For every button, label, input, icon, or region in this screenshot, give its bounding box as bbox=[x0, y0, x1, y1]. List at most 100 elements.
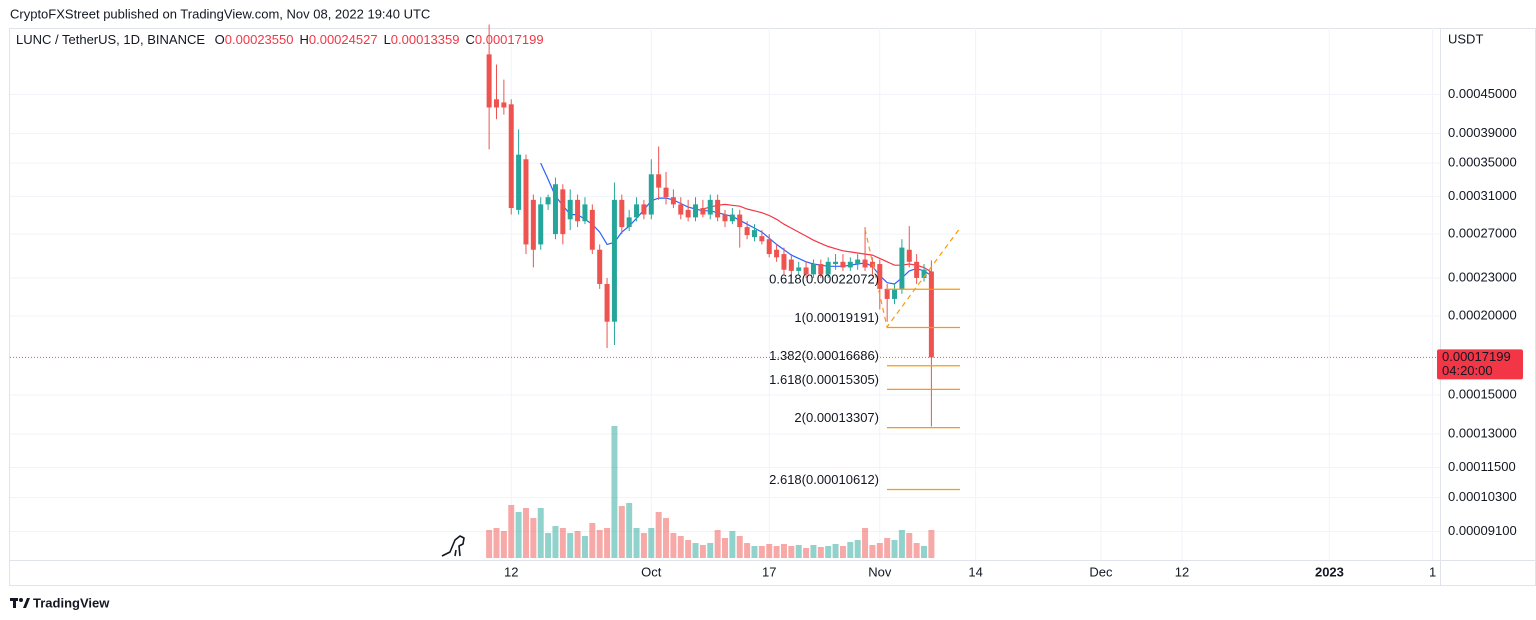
x-tick-label: 1 bbox=[1429, 564, 1436, 579]
x-tick-label: 12 bbox=[504, 564, 518, 579]
legend-key: C bbox=[465, 32, 474, 47]
candle-body bbox=[552, 184, 558, 235]
legend-key: L bbox=[384, 32, 391, 47]
candle-body bbox=[516, 154, 522, 210]
fib-level-label: 1(0.00019191) bbox=[794, 310, 879, 325]
footer-brand: TradingView bbox=[33, 595, 110, 610]
volume-bar bbox=[589, 523, 596, 558]
volume-bar bbox=[493, 528, 500, 558]
chart-frame bbox=[9, 28, 1536, 586]
candle-body bbox=[501, 102, 507, 108]
volume-bar bbox=[751, 546, 758, 558]
y-tick-label: 0.00013000 bbox=[1448, 425, 1517, 440]
volume-layer bbox=[486, 426, 935, 558]
volume-bar bbox=[795, 545, 802, 558]
candle-body bbox=[788, 259, 794, 271]
candle-body bbox=[538, 204, 544, 245]
volume-bar bbox=[854, 540, 861, 558]
candle-body bbox=[847, 261, 853, 268]
volume-bar bbox=[611, 426, 618, 558]
y-tick-label: 0.00023000 bbox=[1448, 269, 1517, 284]
fib-level-label: 0.618(0.00022072) bbox=[769, 272, 879, 287]
candle-body bbox=[663, 187, 669, 198]
legend-value: 0.00017199 bbox=[475, 32, 544, 47]
candle-body bbox=[611, 199, 617, 322]
candle-body bbox=[693, 204, 699, 218]
candle-body bbox=[833, 261, 839, 265]
symbol-legend: LUNC / TetherUS, 1D, BINANCE O0.00023550… bbox=[16, 32, 544, 47]
volume-bar bbox=[530, 518, 537, 558]
volume-bar bbox=[825, 546, 832, 558]
y-tick-label: 0.00015000 bbox=[1448, 386, 1517, 401]
volume-bar bbox=[891, 540, 898, 558]
volume-bar bbox=[486, 530, 493, 558]
candle-body bbox=[700, 208, 706, 215]
candle-body bbox=[508, 104, 514, 209]
y-tick-label: 0.00010300 bbox=[1448, 489, 1517, 504]
volume-bar bbox=[758, 546, 765, 558]
candle-body bbox=[884, 288, 890, 299]
volume-bar bbox=[780, 544, 787, 558]
volume-bar bbox=[817, 547, 824, 558]
volume-bar bbox=[869, 545, 876, 558]
x-tick-label: Nov bbox=[868, 564, 892, 579]
volume-bar bbox=[559, 528, 566, 558]
volume-bar bbox=[810, 545, 817, 558]
volume-bar bbox=[648, 528, 655, 558]
candle-body bbox=[744, 227, 750, 236]
dino-icon bbox=[441, 535, 465, 557]
volume-bar bbox=[581, 536, 588, 558]
volume-bar bbox=[803, 548, 810, 558]
candle-body bbox=[899, 247, 905, 289]
candle-body bbox=[759, 236, 765, 242]
candle-body bbox=[825, 261, 831, 275]
volume-bar bbox=[618, 506, 625, 558]
volume-bar bbox=[847, 542, 854, 558]
candle-body bbox=[707, 199, 713, 215]
candle-body bbox=[914, 261, 920, 278]
candle-body bbox=[641, 204, 647, 215]
countdown-label: 04:20:00 bbox=[1442, 363, 1493, 378]
volume-bar bbox=[707, 543, 714, 558]
candle-body bbox=[567, 199, 573, 220]
volume-bar bbox=[596, 530, 603, 558]
legend-key: O bbox=[215, 32, 225, 47]
volume-bar bbox=[773, 546, 780, 558]
volume-bar bbox=[832, 544, 839, 558]
candle-body bbox=[737, 214, 743, 228]
candle-body bbox=[530, 199, 536, 250]
fib-level-label: 1.618(0.00015305) bbox=[769, 372, 879, 387]
volume-bar bbox=[685, 540, 692, 558]
candle-body bbox=[626, 217, 632, 228]
y-tick-label: 0.00031000 bbox=[1448, 188, 1517, 203]
volume-bar bbox=[567, 533, 574, 558]
y-tick-label: 0.00009100 bbox=[1448, 523, 1517, 538]
candle-body bbox=[803, 267, 809, 275]
volume-bar bbox=[839, 546, 846, 558]
candle-body bbox=[589, 209, 595, 250]
candle-body bbox=[486, 54, 492, 108]
candle-body bbox=[560, 189, 566, 235]
tradingview-logo bbox=[10, 598, 30, 608]
volume-bar bbox=[744, 543, 751, 558]
candle-body bbox=[604, 283, 610, 322]
fib-level-label: 1.382(0.00016686) bbox=[769, 348, 879, 363]
volume-bar bbox=[766, 544, 773, 558]
candle-body bbox=[906, 249, 912, 262]
y-tick-label: 0.00035000 bbox=[1448, 155, 1517, 170]
volume-bar bbox=[921, 546, 928, 558]
y-tick-label: 0.00020000 bbox=[1448, 308, 1517, 323]
volume-bar bbox=[515, 512, 522, 558]
moving-average bbox=[702, 203, 932, 273]
plot-layer bbox=[10, 24, 1440, 491]
candle-body bbox=[862, 259, 868, 268]
volume-bar bbox=[633, 528, 640, 558]
candle-body bbox=[656, 174, 662, 188]
candle-body bbox=[523, 159, 529, 245]
volume-bar bbox=[670, 533, 677, 558]
fib-level-label: 2.618(0.00010612) bbox=[769, 472, 879, 487]
volume-bar bbox=[640, 533, 647, 558]
volume-bar bbox=[913, 543, 920, 558]
candle-body bbox=[818, 264, 824, 275]
